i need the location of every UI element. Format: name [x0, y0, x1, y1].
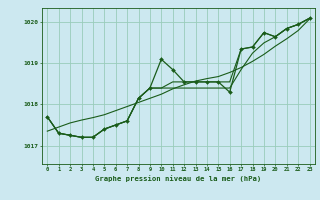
X-axis label: Graphe pression niveau de la mer (hPa): Graphe pression niveau de la mer (hPa) [95, 175, 261, 182]
